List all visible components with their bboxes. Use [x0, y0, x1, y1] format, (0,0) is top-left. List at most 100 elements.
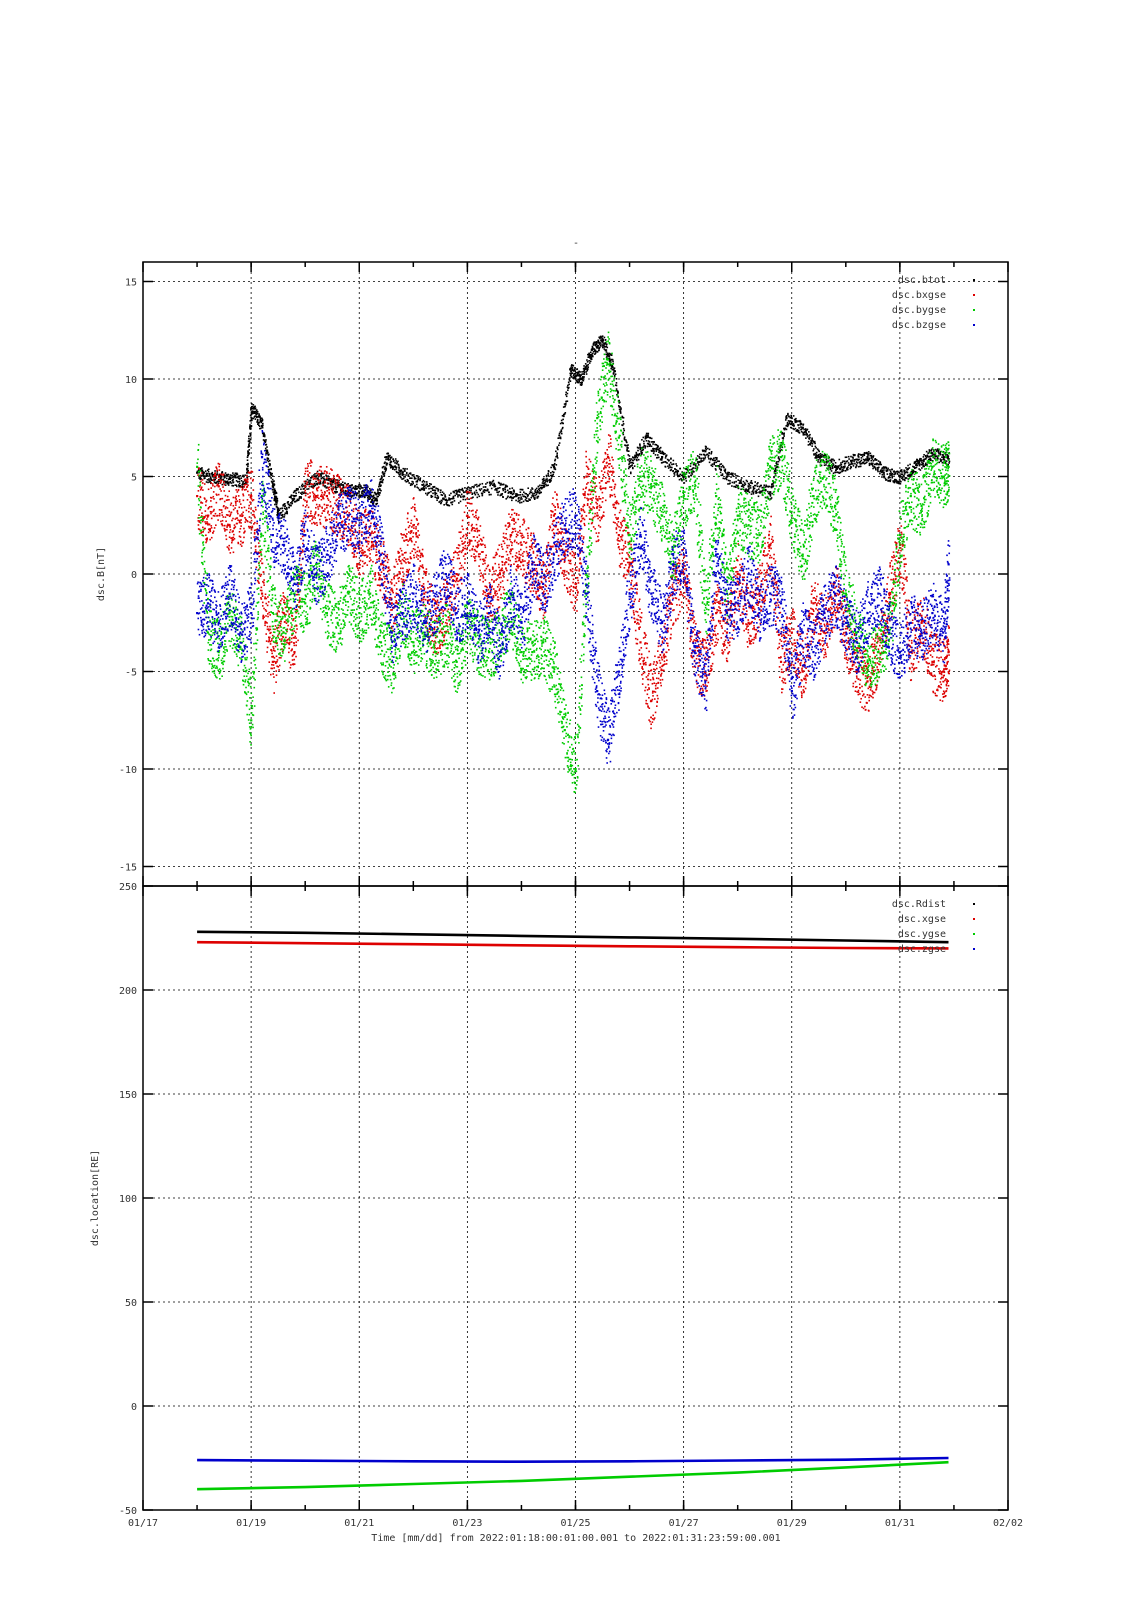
data-point — [338, 479, 340, 482]
data-point — [380, 571, 383, 573]
data-point — [408, 568, 411, 571]
data-point — [223, 527, 226, 530]
data-point — [250, 428, 252, 430]
data-point — [216, 471, 219, 473]
data-point — [885, 469, 888, 472]
data-point — [355, 522, 357, 524]
data-point — [891, 476, 894, 479]
data-point — [288, 638, 290, 640]
data-point — [220, 520, 222, 523]
data-point — [453, 491, 456, 494]
data-point — [290, 626, 293, 628]
data-point — [719, 463, 721, 466]
data-point — [581, 379, 584, 381]
data-point — [357, 509, 359, 512]
data-point — [579, 374, 582, 377]
data-point — [281, 648, 283, 650]
data-point — [202, 474, 204, 477]
data-point — [406, 544, 409, 546]
data-point — [393, 576, 395, 579]
data-point — [735, 486, 737, 489]
data-point — [371, 499, 373, 501]
data-point — [329, 501, 332, 503]
data-point — [305, 501, 308, 504]
data-point — [261, 601, 264, 604]
data-point — [245, 483, 247, 486]
data-point — [356, 562, 358, 565]
data-point — [705, 446, 707, 448]
data-point — [279, 512, 281, 515]
data-point — [482, 486, 485, 488]
data-point — [770, 485, 773, 488]
data-point — [313, 498, 316, 500]
data-point — [922, 464, 925, 466]
data-point — [426, 481, 428, 483]
data-point — [197, 520, 200, 522]
data-point — [375, 542, 377, 544]
data-point — [547, 484, 549, 487]
data-point — [342, 531, 344, 533]
data-point — [746, 489, 749, 491]
data-point — [273, 493, 275, 496]
data-point — [838, 465, 840, 467]
data-point — [471, 493, 474, 495]
data-point — [652, 449, 655, 451]
data-point — [562, 406, 565, 408]
data-point — [598, 349, 600, 352]
data-point — [227, 547, 230, 550]
data-point — [473, 491, 476, 494]
data-point — [260, 596, 262, 599]
data-point — [798, 432, 801, 434]
data-point — [539, 486, 542, 489]
data-point — [325, 466, 328, 468]
data-point — [332, 479, 335, 481]
data-point — [375, 502, 378, 505]
data-point — [414, 510, 417, 512]
data-point — [368, 487, 371, 490]
data-point — [907, 478, 910, 480]
data-point — [419, 489, 421, 492]
data-point — [634, 456, 636, 458]
data-point — [577, 381, 580, 384]
data-point — [297, 499, 300, 501]
data-point — [382, 465, 385, 468]
data-point — [700, 453, 703, 456]
data-point — [348, 505, 351, 507]
data-point — [556, 454, 558, 456]
data-point — [403, 552, 406, 554]
data-point — [444, 494, 446, 496]
data-point — [286, 610, 289, 613]
data-point — [509, 492, 512, 495]
data-point — [286, 630, 288, 633]
data-point — [276, 642, 278, 644]
data-point — [354, 524, 356, 526]
data-point — [627, 467, 630, 470]
data-point — [937, 448, 939, 450]
data-point — [251, 526, 254, 529]
data-point — [605, 345, 608, 348]
data-point — [471, 492, 474, 495]
data-point — [248, 494, 250, 496]
data-point — [948, 460, 951, 463]
data-point — [720, 474, 723, 477]
data-point — [829, 466, 832, 469]
data-point — [571, 369, 573, 371]
data-point — [760, 484, 762, 487]
data-point — [370, 501, 372, 504]
data-point — [361, 565, 364, 568]
data-point — [342, 490, 344, 493]
data-point — [674, 468, 677, 470]
data-point — [312, 476, 314, 479]
data-point — [400, 567, 402, 570]
data-point — [260, 558, 263, 560]
data-point — [691, 473, 694, 475]
data-point — [649, 443, 651, 446]
data-point — [392, 591, 394, 594]
data-point — [730, 476, 732, 478]
data-point — [809, 443, 811, 445]
data-point — [551, 470, 554, 473]
data-point — [200, 474, 202, 477]
data-point — [274, 628, 276, 631]
data-point — [279, 622, 282, 625]
data-point — [415, 532, 417, 535]
